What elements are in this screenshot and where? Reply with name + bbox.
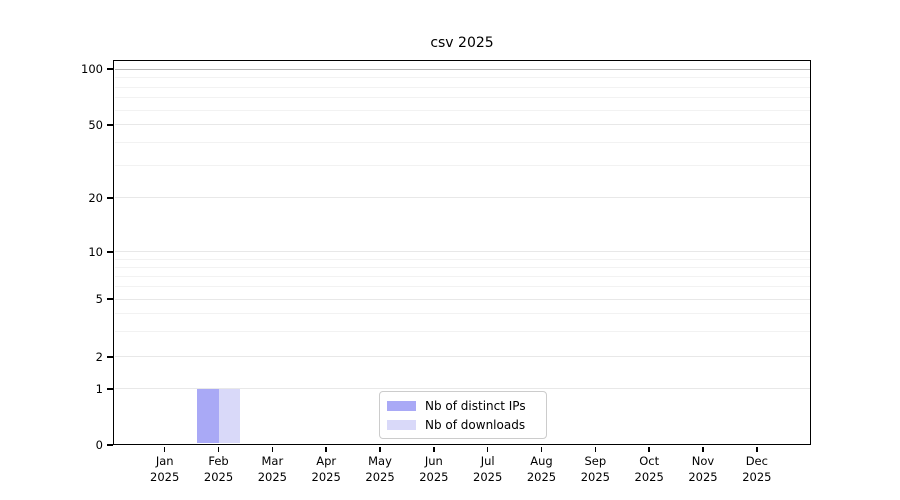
legend-swatch-icon — [387, 400, 416, 411]
x-tick-month: Jun — [424, 454, 443, 468]
legend-swatch-icon — [387, 419, 416, 430]
x-tick-year: 2025 — [203, 469, 234, 484]
legend: Nb of distinct IPs Nb of downloads — [379, 391, 547, 439]
minor-gridline-4 — [115, 312, 810, 314]
x-tick-month: Jul — [480, 454, 495, 468]
x-tick-label-jul: Jul 2025 — [460, 454, 516, 485]
minor-gridline-7 — [115, 275, 810, 277]
y-tick-label-10: 10 — [88, 244, 103, 259]
x-tick-mark-oct — [648, 446, 650, 452]
minor-gridline-8 — [115, 266, 810, 268]
y-tick-label-2: 2 — [95, 349, 103, 364]
x-tick-month: Jan — [155, 454, 174, 468]
y-tick-label-100: 100 — [81, 62, 103, 76]
minor-gridline-40 — [115, 142, 810, 144]
legend-item: Nb of distinct IPs — [387, 396, 539, 415]
x-tick-year: 2025 — [257, 469, 287, 484]
y-tick-mark-5 — [107, 298, 113, 300]
x-tick-month: Sep — [584, 454, 607, 468]
x-tick-year: 2025 — [365, 469, 395, 484]
x-tick-label-dec: Dec 2025 — [729, 454, 785, 485]
x-tick-mark-sep — [594, 446, 597, 452]
x-tick-mark-apr — [325, 446, 327, 452]
y-tick-mark-1 — [107, 388, 113, 390]
x-tick-mark-jul — [486, 446, 489, 452]
y-tick-label-1: 1 — [95, 381, 103, 396]
x-tick-mark-jan — [163, 446, 166, 452]
x-tick-month: Dec — [745, 454, 768, 468]
minor-gridline-90 — [115, 77, 810, 79]
major-gridline-5 — [115, 298, 810, 300]
y-tick-mark-0 — [107, 444, 113, 446]
x-tick-mark-jun — [433, 446, 435, 452]
x-tick-month: May — [368, 454, 392, 468]
minor-gridline-70 — [115, 97, 810, 99]
x-tick-label-nov: Nov 2025 — [675, 454, 731, 485]
legend-item: Nb of downloads — [387, 415, 539, 434]
x-tick-mark-may — [379, 446, 381, 452]
bar-nb-of-distinct-ips-feb — [197, 388, 219, 444]
bar-nb-of-downloads-feb — [218, 388, 241, 444]
y-tick-label-50: 50 — [88, 117, 103, 132]
x-tick-mark-nov — [702, 446, 704, 452]
minor-gridline-6 — [115, 286, 810, 288]
x-tick-year: 2025 — [634, 469, 664, 484]
legend-label: Nb of downloads — [425, 417, 526, 432]
y-tick-mark-10 — [107, 251, 113, 253]
x-tick-month: Apr — [316, 454, 337, 468]
y-tick-label-0: 0 — [95, 438, 103, 452]
x-tick-mark-aug — [540, 446, 543, 452]
y-tick-mark-2 — [107, 356, 113, 358]
x-tick-label-mar: Mar 2025 — [244, 454, 300, 485]
x-tick-mark-dec — [756, 446, 758, 452]
major-gridline-100 — [115, 68, 810, 70]
x-tick-month: Aug — [530, 454, 553, 468]
x-tick-label-feb: Feb 2025 — [191, 454, 247, 485]
x-tick-month: Nov — [691, 454, 715, 468]
major-gridline-10 — [115, 251, 810, 253]
x-tick-month: Oct — [639, 454, 660, 468]
major-gridline-50 — [115, 124, 810, 126]
x-tick-mark-feb — [217, 446, 220, 452]
x-tick-label-jan: Jan 2025 — [137, 454, 193, 485]
x-tick-label-jun: Jun 2025 — [406, 454, 462, 485]
y-tick-mark-20 — [107, 197, 113, 199]
minor-gridline-80 — [115, 86, 810, 88]
minor-gridline-60 — [115, 109, 810, 111]
major-gridline-2 — [115, 356, 810, 358]
x-tick-year: 2025 — [150, 469, 180, 484]
y-tick-mark-100 — [107, 68, 113, 70]
legend-label: Nb of distinct IPs — [425, 398, 526, 413]
x-tick-label-may: May 2025 — [352, 454, 408, 485]
y-tick-mark-50 — [107, 124, 113, 126]
x-tick-year: 2025 — [419, 469, 449, 484]
minor-gridline-3 — [115, 330, 810, 332]
x-tick-label-apr: Apr 2025 — [298, 454, 354, 485]
x-tick-label-aug: Aug 2025 — [514, 454, 570, 485]
major-gridline-20 — [115, 197, 810, 199]
x-tick-year: 2025 — [526, 469, 557, 484]
x-tick-year: 2025 — [473, 469, 503, 484]
major-gridline-1 — [115, 388, 810, 390]
x-tick-label-oct: Oct 2025 — [621, 454, 677, 485]
x-tick-month: Feb — [208, 454, 229, 468]
x-tick-month: Mar — [261, 454, 284, 468]
x-tick-label-sep: Sep 2025 — [567, 454, 623, 485]
x-tick-year: 2025 — [688, 469, 718, 484]
y-tick-label-20: 20 — [88, 190, 103, 205]
chart-title: csv 2025 — [430, 35, 494, 51]
x-tick-year: 2025 — [311, 469, 341, 484]
y-tick-label-5: 5 — [95, 292, 103, 306]
x-tick-year: 2025 — [742, 469, 772, 484]
x-tick-year: 2025 — [580, 469, 610, 484]
minor-gridline-9 — [115, 258, 810, 260]
plot-area — [113, 60, 811, 445]
minor-gridline-30 — [115, 165, 810, 167]
x-tick-mark-mar — [271, 446, 274, 452]
